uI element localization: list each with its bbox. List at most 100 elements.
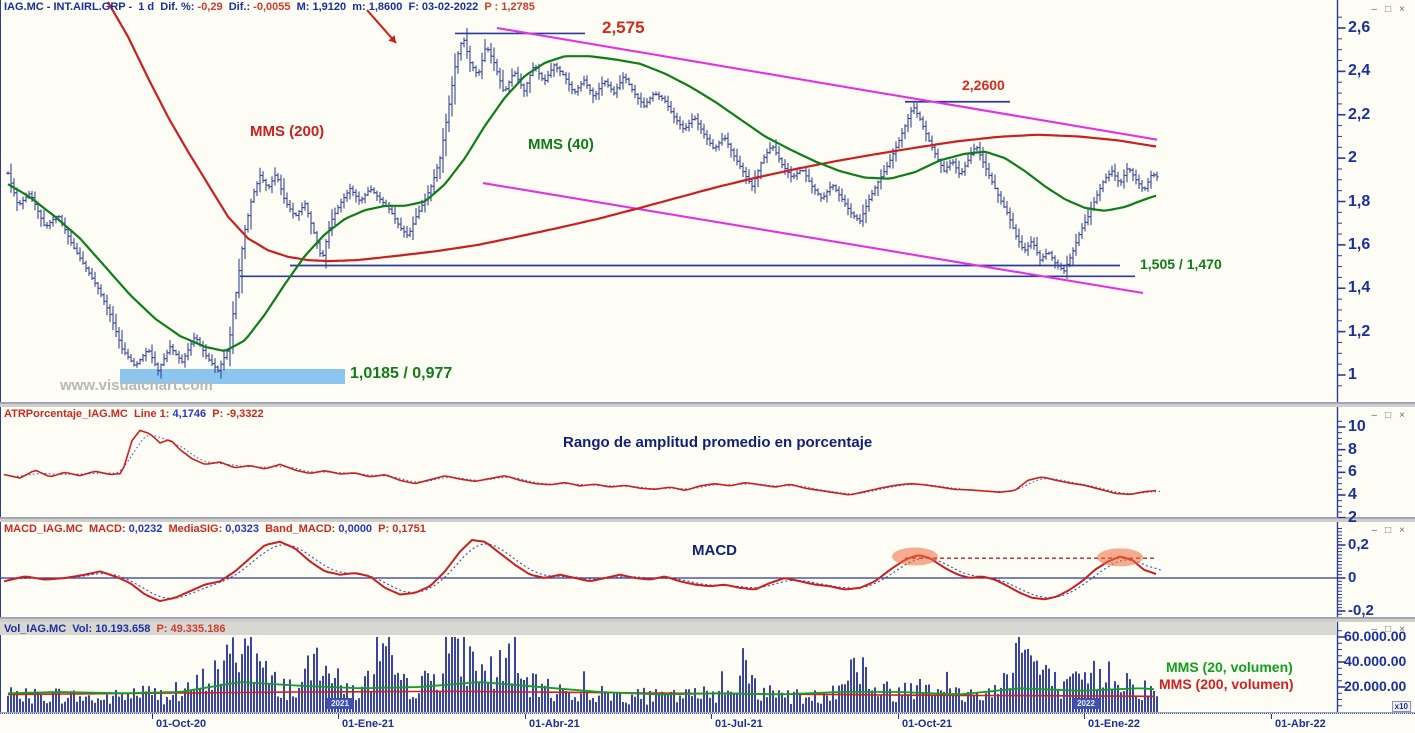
close-icon[interactable]: × — [1399, 4, 1405, 15]
panel-separator — [0, 518, 1415, 522]
axis-tick-label: 1,4 — [1348, 279, 1371, 297]
annotation-arrow — [366, 9, 397, 44]
axis-tick-label: 2 — [1348, 508, 1357, 526]
maximize-icon[interactable]: □ — [1385, 410, 1392, 421]
mms200-label: MMS (200) — [250, 123, 325, 140]
atr-window-controls: – □ × — [1372, 411, 1405, 421]
axis-tick-label: 0 — [1348, 569, 1357, 586]
axis-tick-label: 1,6 — [1348, 235, 1371, 253]
resistance-top-label: 2,575 — [602, 18, 645, 37]
axis-tick-label: -0,2 — [1348, 602, 1374, 619]
time-tick — [338, 714, 339, 719]
price-panel-header: IAG.MC - INT.AIRL.GRP - 1 d Dif. %: -0,2… — [4, 1, 535, 13]
header-segment: -0,29 — [197, 1, 223, 13]
header-segment: MACD_IAG.MC — [4, 523, 89, 535]
header-segment: 0,0323 — [225, 523, 259, 535]
header-segment: Vol_IAG.MC Vol: 10.193.658 — [4, 623, 157, 635]
close-icon[interactable]: × — [1399, 525, 1405, 536]
highlight-ellipse — [1097, 548, 1143, 567]
volume-panel-header: Vol_IAG.MC Vol: 10.193.658 P: 49.335.186 — [4, 623, 226, 635]
header-segment: Dif.: — [222, 1, 254, 13]
volume-mms20-legend: MMS (20, volumen) — [1166, 659, 1293, 675]
header-segment: 4,1746 — [172, 408, 207, 420]
macd-axis[interactable]: 0,2 0 -0,2 — [1337, 522, 1415, 619]
header-segment: P : 1,2785 — [484, 1, 535, 13]
axis-tick-label: 6 — [1348, 463, 1357, 481]
maximize-icon[interactable]: □ — [1385, 4, 1392, 15]
highlight-ellipse — [892, 547, 938, 566]
header-segment: MediaSIG: — [162, 523, 226, 535]
axis-tick-label: 0,2 — [1348, 536, 1369, 553]
price-chart-canvas[interactable] — [0, 0, 1415, 403]
atr-signal-line — [8, 434, 1162, 495]
axis-tick-label: 10 — [1348, 418, 1366, 435]
minimize-icon[interactable]: – — [1371, 4, 1378, 15]
year-marker: 2021 — [327, 698, 353, 709]
time-tick — [898, 714, 899, 719]
macd-signal-line — [10, 543, 1164, 599]
atr-chart-canvas[interactable] — [0, 407, 1415, 518]
axis-tick-label: 2,6 — [1348, 19, 1371, 36]
atr-axis[interactable]: 10 8 6 4 2 — [1337, 407, 1415, 526]
macd-title: MACD — [692, 542, 737, 559]
support-pair-label: 1,505 / 1,470 — [1140, 256, 1222, 272]
header-segment: Dif. %: — [160, 1, 198, 13]
header-segment: -0,0055 — [253, 1, 291, 13]
header-segment: Band_MACD: — [258, 523, 339, 535]
volume-ma-line — [7, 681, 1155, 696]
atr-panel: ATRPorcentaje_IAG.MC Line 1: 4,1746 P: -… — [0, 407, 1415, 526]
volume-multiplier-badge: x10 — [1391, 701, 1411, 712]
date-label: 01-Abr-22 — [1275, 718, 1326, 730]
year-marker: 2022 — [1073, 698, 1099, 709]
trendline — [482, 182, 1144, 295]
panel-separator — [0, 618, 1415, 622]
price-panel: IAG.MC - INT.AIRL.GRP - 1 d Dif. %: -0,2… — [0, 0, 1415, 403]
axis-tick-label: 8 — [1348, 440, 1357, 458]
date-label: 01-Ene-21 — [342, 718, 394, 730]
volume-chart-canvas[interactable] — [0, 622, 1415, 713]
axis-tick-label: 1,2 — [1348, 322, 1371, 340]
atr-line — [3, 429, 1157, 496]
maximize-icon[interactable]: □ — [1385, 525, 1392, 536]
close-icon[interactable]: × — [1399, 624, 1405, 635]
time-tick — [711, 714, 712, 719]
axis-tick-label: 4 — [1348, 485, 1357, 503]
volume-window-controls: – □ × — [1372, 625, 1405, 635]
volume-bars-layer — [7, 637, 1158, 712]
support-zone-label: 1,0185 / 0,977 — [350, 365, 453, 382]
axis-tick-label: 40.000.00 — [1344, 653, 1407, 669]
header-segment: P: 0,1751 — [372, 523, 426, 535]
axis-tick-label: 1 — [1348, 366, 1357, 383]
date-label: 01-Oct-21 — [902, 718, 953, 730]
axis-tick-label: 2,2 — [1348, 105, 1371, 123]
panel-separator — [0, 403, 1415, 407]
time-axis[interactable]: 01-Oct-20 01-Ene-21 01-Abr-21 01-Jul-21 01-O… — [0, 713, 1415, 733]
moving-average-line — [107, 1, 1157, 263]
header-segment: P: -9,3322 — [206, 408, 264, 420]
minimize-icon[interactable]: – — [1371, 525, 1378, 536]
trendline — [496, 26, 1158, 141]
time-tick — [525, 714, 526, 719]
price-axis[interactable]: 2,6 2,4 2,2 2 1,8 1,6 1,4 1,2 1 — [1337, 0, 1415, 403]
macd-panel: MACD_IAG.MC MACD: 0,0232 MediaSIG: 0,032… — [0, 522, 1415, 619]
macd-chart-canvas[interactable] — [0, 522, 1415, 618]
price-window-controls: – □ × — [1372, 5, 1405, 15]
volume-axis[interactable]: x10 60.000.00 40.000.00 20.000.00 — [1337, 622, 1415, 713]
macd-panel-header: MACD_IAG.MC MACD: 0,0232 MediaSIG: 0,032… — [4, 523, 426, 535]
support-zone-band — [120, 368, 345, 384]
volume-header-band — [0, 622, 1337, 635]
maximize-icon[interactable]: □ — [1385, 624, 1392, 635]
minimize-icon[interactable]: – — [1371, 624, 1378, 635]
header-segment: 0,0232 — [128, 523, 163, 535]
mms40-label: MMS (40) — [528, 136, 594, 153]
minimize-icon[interactable]: – — [1371, 410, 1378, 421]
volume-ma-line — [7, 690, 1155, 698]
macd-window-controls: – □ × — [1372, 526, 1405, 536]
time-tick — [1271, 714, 1272, 719]
header-segment: IAG.MC - INT.AIRL.GRP - 1 d — [4, 1, 161, 13]
header-segment: M: 1,9120 m: 1,8600 F: 03-02-2022 — [290, 1, 485, 13]
annotation-arrowhead — [388, 35, 396, 43]
close-icon[interactable]: × — [1399, 410, 1405, 421]
volume-mms200-legend: MMS (200, volumen) — [1159, 676, 1294, 692]
